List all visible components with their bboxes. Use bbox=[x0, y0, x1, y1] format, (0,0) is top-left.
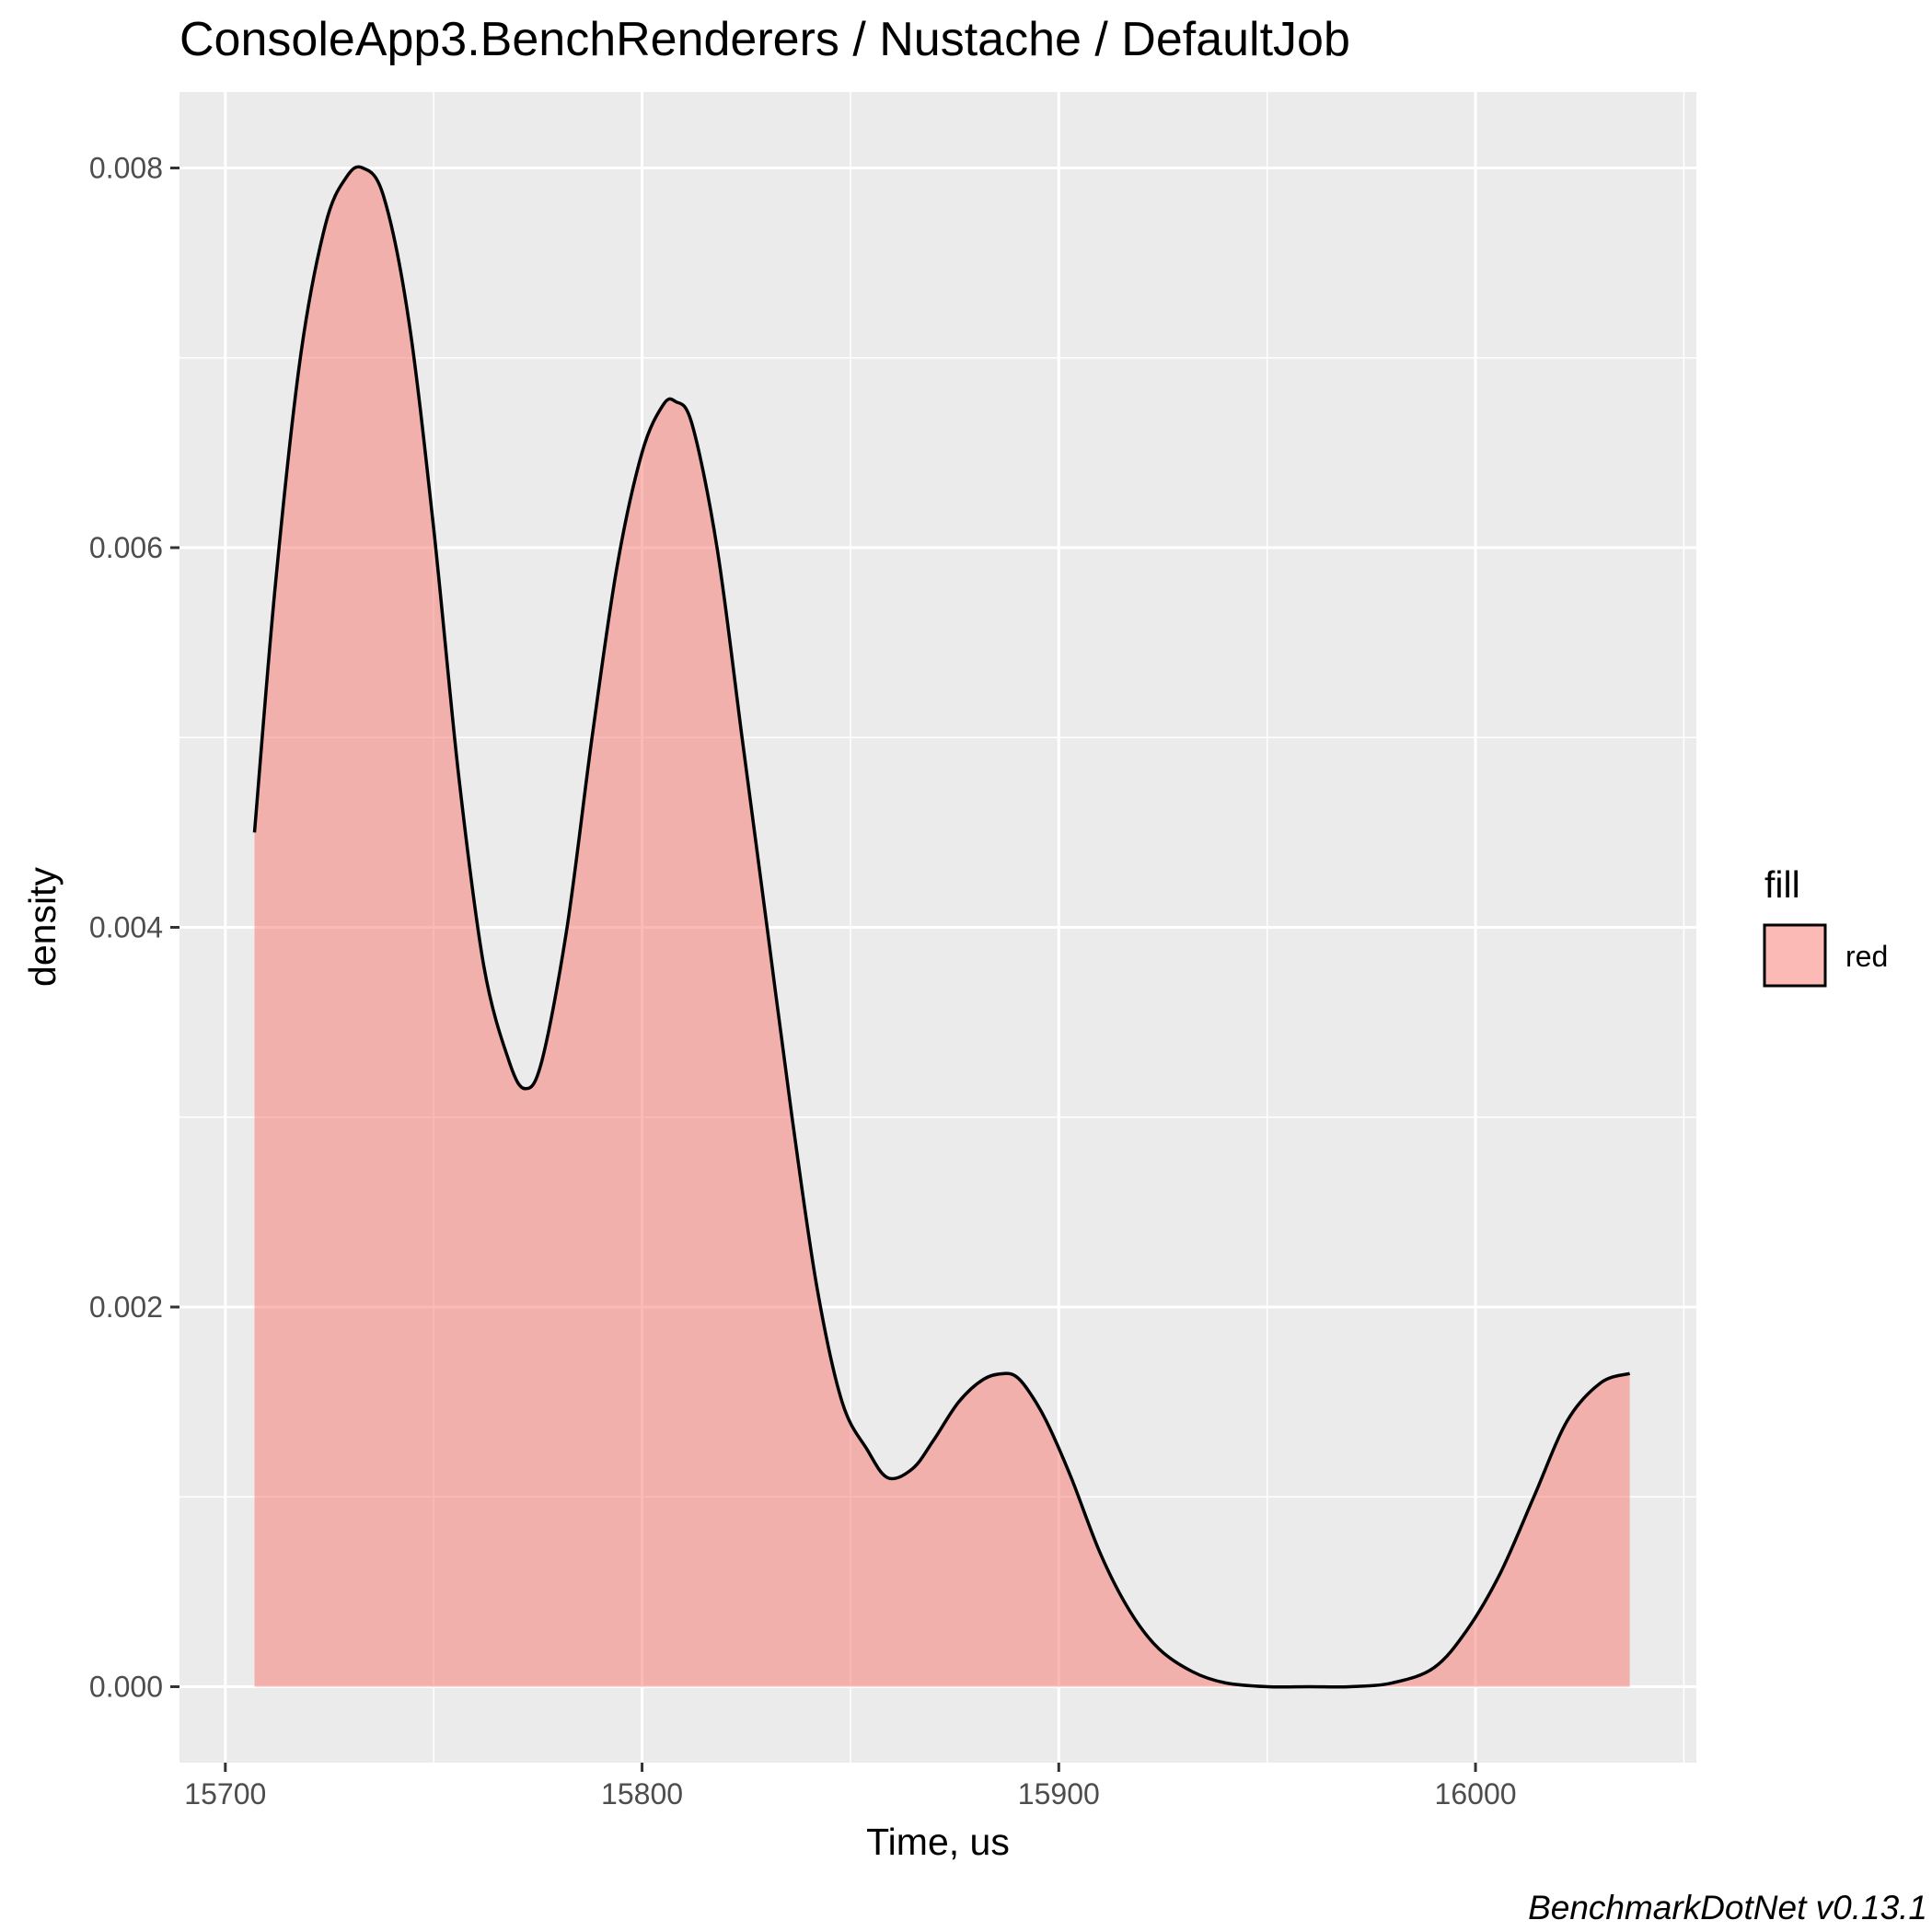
y-axis-title: density bbox=[21, 867, 64, 987]
legend-title: fill bbox=[1764, 863, 1800, 906]
legend-key-swatch bbox=[1763, 923, 1827, 988]
axis-ticks: 15700 15800 15900 16000 0.000 0.002 0.004 0.006… bbox=[89, 152, 1517, 1811]
x-tick-label: 15800 bbox=[601, 1777, 683, 1811]
x-tick-label: 15700 bbox=[184, 1777, 266, 1811]
y-tick-label: 0.002 bbox=[89, 1290, 163, 1324]
legend-label-red: red bbox=[1845, 940, 1888, 973]
chart-title: ConsoleApp3.BenchRenderers / Nustache / … bbox=[179, 13, 1350, 66]
x-tick-label: 16000 bbox=[1435, 1777, 1517, 1811]
y-tick-label: 0.000 bbox=[89, 1671, 163, 1704]
legend: fill red bbox=[1763, 863, 1888, 988]
y-tick-label: 0.006 bbox=[89, 531, 163, 564]
density-fill bbox=[254, 167, 1630, 1687]
y-tick-label: 0.004 bbox=[89, 911, 163, 944]
x-axis-title: Time, us bbox=[866, 1821, 1010, 1863]
caption: BenchmarkDotNet v0.13.1 bbox=[1528, 1889, 1927, 1926]
x-tick-label: 15900 bbox=[1018, 1777, 1100, 1811]
y-tick-label: 0.008 bbox=[89, 152, 163, 185]
density-area bbox=[252, 165, 1631, 1689]
density-line bbox=[252, 165, 1631, 1689]
